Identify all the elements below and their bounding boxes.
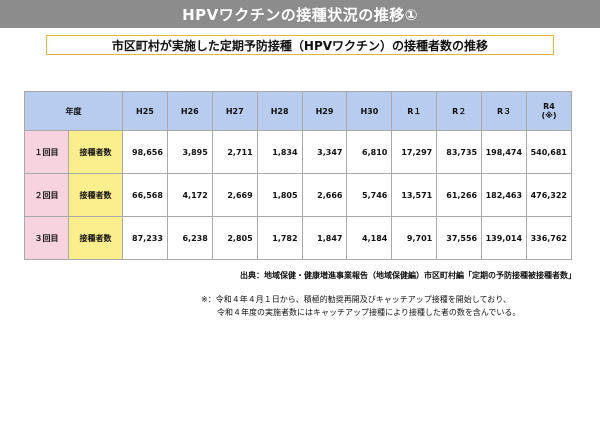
table-row: ３回目 接種者数 87,233 6,238 2,805 1,782 1,847 … bbox=[24, 216, 572, 260]
vaccination-table: 年度 H25 H26 H27 H28 H29 H30 R１ R２ R３ R4 (… bbox=[24, 91, 572, 260]
table-cell: 6,810 bbox=[346, 130, 393, 174]
table-cell: 9,701 bbox=[391, 216, 438, 260]
table-cell: 1,834 bbox=[256, 130, 303, 174]
header-year: R２ bbox=[436, 91, 483, 131]
footnote: ※：令和４年４月１日から、積極的勧奨再開及びキャッチアップ接種を開始しており、 … bbox=[201, 293, 581, 319]
table-cell: 476,322 bbox=[526, 173, 572, 217]
round-label: ３回目 bbox=[24, 216, 69, 260]
row-label: 接種者数 bbox=[68, 216, 123, 260]
header-year: H30 bbox=[346, 91, 393, 131]
table-cell: 182,463 bbox=[481, 173, 528, 217]
table-cell: 2,666 bbox=[301, 173, 348, 217]
table-cell: 66,568 bbox=[122, 173, 168, 217]
header-year-label: R4 bbox=[543, 102, 555, 111]
footnote-line: ※：令和４年４月１日から、積極的勧奨再開及びキャッチアップ接種を開始しており、 bbox=[201, 295, 511, 304]
table-cell: 198,474 bbox=[481, 130, 528, 174]
header-year: R３ bbox=[481, 91, 528, 131]
table-cell: 2,805 bbox=[211, 216, 258, 260]
table-cell: 1,805 bbox=[256, 173, 303, 217]
header-year: H27 bbox=[211, 91, 258, 131]
table-cell: 61,266 bbox=[436, 173, 483, 217]
table-cell: 139,014 bbox=[481, 216, 528, 260]
subtitle: 市区町村が実施した定期予防接種（HPVワクチン）の接種者数の推移 bbox=[111, 38, 489, 53]
table-cell: 37,556 bbox=[436, 216, 483, 260]
table-cell: 1,847 bbox=[301, 216, 348, 260]
table-cell: 13,571 bbox=[391, 173, 438, 217]
table-cell: 17,297 bbox=[391, 130, 438, 174]
header-year: H29 bbox=[301, 91, 348, 131]
table-cell: 336,762 bbox=[526, 216, 572, 260]
table-cell: 3,895 bbox=[166, 130, 213, 174]
header-corner: 年度 bbox=[24, 91, 123, 131]
table-cell: 98,656 bbox=[122, 130, 168, 174]
subtitle-box: 市区町村が実施した定期予防接種（HPVワクチン）の接種者数の推移 bbox=[46, 35, 554, 55]
page-title: HPVワクチンの接種状況の推移① bbox=[182, 5, 418, 24]
header-year-r4: R4 (※) bbox=[526, 91, 572, 131]
header-year: H25 bbox=[122, 91, 168, 131]
table-cell: 87,233 bbox=[122, 216, 168, 260]
table-cell: 3,347 bbox=[301, 130, 348, 174]
header-year: H28 bbox=[256, 91, 303, 131]
footnote-line: 令和４年度の実施者数にはキャッチアップ接種により接種した者の数を含んでいる。 bbox=[217, 308, 521, 317]
table-cell: 540,681 bbox=[526, 130, 572, 174]
header-year: R１ bbox=[391, 91, 438, 131]
round-label: ２回目 bbox=[24, 173, 69, 217]
table-cell: 6,238 bbox=[166, 216, 213, 260]
header-year-note: (※) bbox=[541, 111, 557, 120]
table-cell: 1,782 bbox=[256, 216, 303, 260]
table-cell: 2,711 bbox=[211, 130, 258, 174]
table-cell: 2,669 bbox=[211, 173, 258, 217]
table-cell: 5,746 bbox=[346, 173, 393, 217]
page-title-bar: HPVワクチンの接種状況の推移① bbox=[0, 0, 600, 28]
table-header-row: 年度 H25 H26 H27 H28 H29 H30 R１ R２ R３ R4 (… bbox=[24, 91, 572, 131]
row-label: 接種者数 bbox=[68, 130, 123, 174]
table-cell: 4,184 bbox=[346, 216, 393, 260]
table-cell: 83,735 bbox=[436, 130, 483, 174]
round-label: １回目 bbox=[24, 130, 69, 174]
table-row: １回目 接種者数 98,656 3,895 2,711 1,834 3,347 … bbox=[24, 130, 572, 174]
row-label: 接種者数 bbox=[68, 173, 123, 217]
source-citation: 出典：地域保健・健康増進事業報告（地域保健編）市区町村編「定期の予防接種被接種者… bbox=[240, 271, 576, 280]
table-row: ２回目 接種者数 66,568 4,172 2,669 1,805 2,666 … bbox=[24, 173, 572, 217]
header-year: H26 bbox=[166, 91, 213, 131]
table-cell: 4,172 bbox=[166, 173, 213, 217]
